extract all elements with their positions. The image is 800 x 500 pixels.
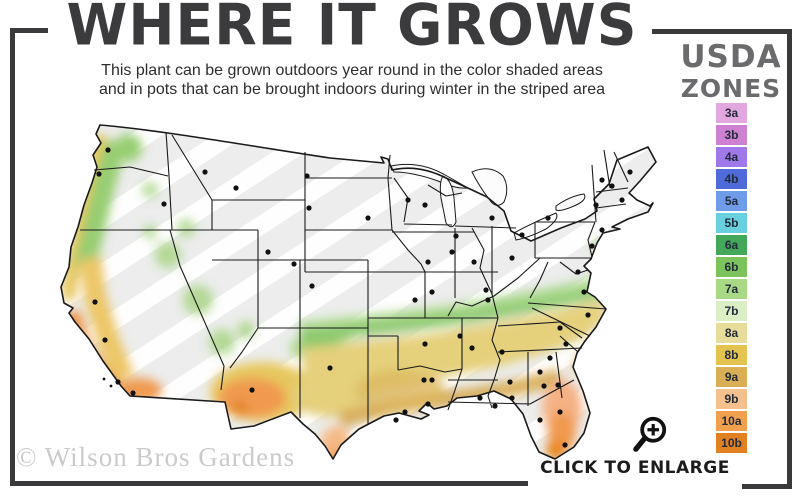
- zone-swatch-7a: 7a: [716, 279, 747, 299]
- watermark-copyright: © Wilson Bros Gardens: [16, 442, 296, 472]
- frame-segment: [742, 484, 792, 489]
- zone-swatch-4a: 4a: [716, 147, 747, 167]
- zone-swatch-6a: 6a: [716, 235, 747, 255]
- frame-segment: [787, 29, 792, 489]
- subtitle-line-1: This plant can be grown outdoors year ro…: [101, 62, 603, 79]
- frame-segment: [652, 29, 792, 34]
- frame-segment: [10, 28, 48, 33]
- frame-segment: [10, 28, 15, 486]
- zone-swatch-9a: 9a: [716, 367, 747, 387]
- zone-swatch-8a: 8a: [716, 323, 747, 343]
- click-to-enlarge-control[interactable]: CLICK TO ENLARGE: [540, 414, 730, 478]
- zone-swatch-4b: 4b: [716, 169, 747, 189]
- zone-swatch-7b: 7b: [716, 301, 747, 321]
- legend-title-line-1: USDA: [680, 39, 782, 75]
- us-outline: [60, 124, 657, 460]
- zone-swatch-10a: 10a: [716, 411, 747, 431]
- lake-huron: [471, 168, 508, 206]
- zone-swatch-6b: 6b: [716, 257, 747, 277]
- zone-swatch-5b: 5b: [716, 213, 747, 233]
- zone-swatch-5a: 5a: [716, 191, 747, 211]
- frame-segment: [10, 481, 528, 486]
- lake-ontario: [555, 193, 586, 211]
- subtitle-line-2: and in pots that can be brought indoors …: [98, 81, 606, 98]
- magnifier-plus-icon[interactable]: [626, 414, 672, 456]
- page-title: WHERE IT GROWS: [66, 0, 638, 59]
- zone-swatch-10b: 10b: [716, 433, 747, 453]
- zone-swatch-3a: 3a: [716, 103, 747, 123]
- subtitle: This plant can be grown outdoors year ro…: [22, 61, 682, 99]
- legend-title: USDA ZONES: [665, 39, 797, 103]
- zone-swatch-3b: 3b: [716, 125, 747, 145]
- zone-swatch-8b: 8b: [716, 345, 747, 365]
- lake-michigan: [439, 175, 457, 228]
- click-to-enlarge-label[interactable]: CLICK TO ENLARGE: [540, 458, 730, 478]
- usda-zone-legend: 3a 3b 4a 4b 5a 5b 6a 6b 7a 7b 8a 8b 9a 9…: [716, 103, 747, 455]
- legend-title-line-2: ZONES: [680, 74, 782, 103]
- city-dots: [92, 147, 633, 448]
- zone-swatch-9b: 9b: [716, 389, 747, 409]
